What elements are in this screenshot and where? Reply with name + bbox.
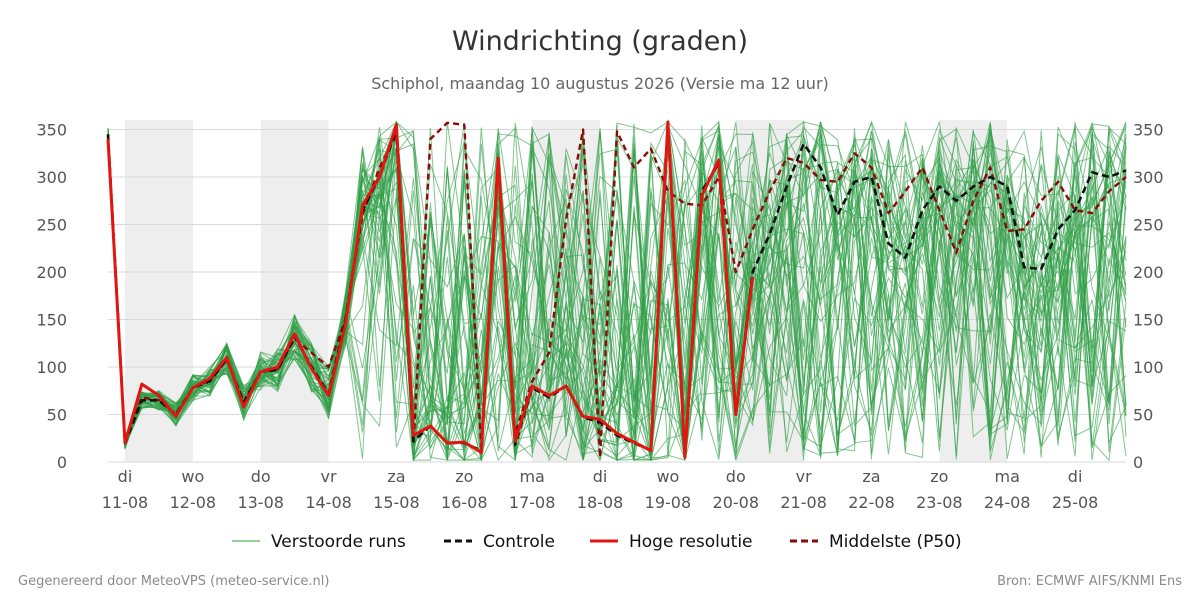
x-tick-day: di — [1068, 467, 1083, 486]
y-tick-label-right: 150 — [1133, 311, 1164, 330]
main-series — [106, 120, 1127, 459]
footer-credit: Gegenereerd door MeteoVPS (meteo-service… — [18, 574, 329, 589]
y-tick-label-left: 350 — [36, 121, 67, 140]
x-axis: di 11-08 wo 12-08 do 13-08 vr 14-08 za 15-08 zo 16-… — [102, 467, 1099, 512]
x-tick-day: wo — [656, 467, 679, 486]
y-tick-label-right: 0 — [1133, 453, 1143, 472]
x-tick-day: do — [251, 467, 271, 486]
x-tick-date: 23-08 — [916, 493, 963, 512]
x-tick-day: di — [593, 467, 608, 486]
x-tick-day: vr — [321, 467, 337, 486]
x-tick-date: 20-08 — [713, 493, 760, 512]
y-tick-label-left: 0 — [57, 453, 67, 472]
x-tick-date: 16-08 — [441, 493, 488, 512]
x-tick-date: 13-08 — [237, 493, 284, 512]
y-tick-label-right: 350 — [1133, 121, 1164, 140]
x-tick-day: vr — [796, 467, 812, 486]
x-tick-day: di — [118, 467, 133, 486]
x-tick-date: 21-08 — [780, 493, 827, 512]
x-tick-date: 18-08 — [577, 493, 624, 512]
x-tick-date: 22-08 — [848, 493, 895, 512]
ensemble-run-line — [107, 127, 1127, 459]
x-tick-date: 12-08 — [170, 493, 217, 512]
x-tick-date: 15-08 — [373, 493, 420, 512]
legend-label: Controle — [483, 532, 555, 552]
y-axis-left: 0 50 100 150 200 250 300 350 — [36, 121, 67, 473]
x-tick-date: 11-08 — [102, 493, 149, 512]
ensemble-run-line — [107, 128, 1127, 460]
shade-band — [260, 120, 329, 462]
x-tick-day: ma — [519, 467, 544, 486]
footer-source: Bron: ECMWF AIFS/KNMI Ens — [997, 574, 1182, 589]
x-tick-date: 17-08 — [509, 493, 556, 512]
y-axis-right: 0 50 100 150 200 250 300 350 — [1133, 121, 1164, 473]
x-tick-day: wo — [181, 467, 204, 486]
y-tick-label-left: 200 — [36, 263, 67, 282]
ensemble-run-line — [107, 135, 1127, 461]
legend-label: Verstoorde runs — [271, 532, 406, 552]
chart-title: Windrichting (graden) — [452, 26, 748, 57]
y-tick-label-right: 200 — [1133, 263, 1164, 282]
legend: Verstoorde runs Controle Hoge resolutie Mid… — [232, 532, 962, 552]
x-tick-day: za — [387, 467, 405, 486]
series-line-highres — [106, 120, 755, 459]
x-tick-day: zo — [930, 467, 948, 486]
x-tick-day: do — [726, 467, 746, 486]
x-tick-day: ma — [995, 467, 1020, 486]
x-tick-date: 19-08 — [645, 493, 692, 512]
y-tick-label-left: 100 — [36, 358, 67, 377]
x-tick-date: 14-08 — [305, 493, 352, 512]
y-tick-label-left: 300 — [36, 168, 67, 187]
y-tick-label-left: 50 — [47, 406, 67, 425]
ensemble-run-line — [107, 121, 1127, 461]
series-line-median — [106, 121, 1127, 459]
legend-label: Middelste (P50) — [829, 532, 962, 552]
ensemble-run-line — [107, 121, 1127, 461]
ensemble-run-line — [107, 138, 1127, 461]
legend-label: Hoge resolutie — [629, 532, 753, 552]
x-tick-date: 24-08 — [984, 493, 1031, 512]
y-tick-label-left: 150 — [36, 311, 67, 330]
ensemble-run-line — [107, 126, 1127, 462]
ensemble-run-line — [107, 120, 1127, 461]
y-tick-label-right: 300 — [1133, 168, 1164, 187]
x-tick-day: za — [862, 467, 880, 486]
y-tick-label-right: 50 — [1133, 406, 1153, 425]
ensemble-run-line — [107, 121, 1127, 458]
chart-subtitle: Schiphol, maandag 10 augustus 2026 (Vers… — [371, 74, 829, 93]
x-tick-day: zo — [455, 467, 473, 486]
x-tick-date: 25-08 — [1052, 493, 1099, 512]
ensemble-run-line — [107, 121, 1127, 461]
y-tick-label-left: 250 — [36, 216, 67, 235]
series-line-control — [106, 123, 1127, 459]
y-tick-label-right: 100 — [1133, 358, 1164, 377]
y-tick-label-right: 250 — [1133, 216, 1164, 235]
